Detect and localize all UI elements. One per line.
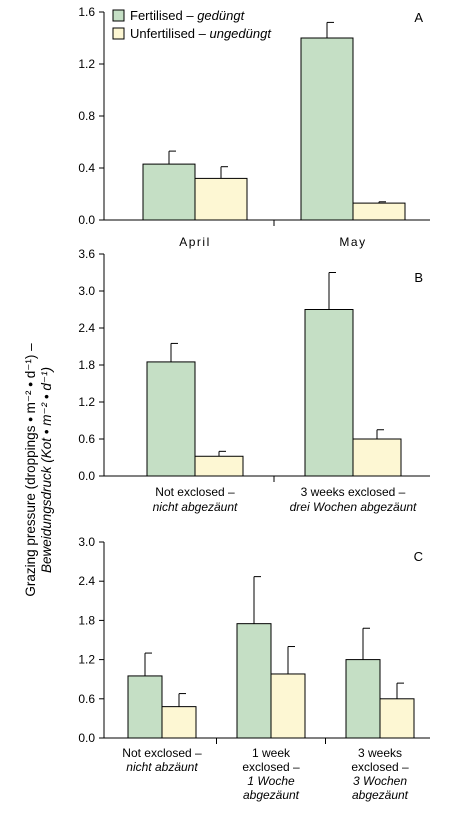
chart-panels: 0.0 0.4 0.8 1.2 1.6 April May A 0.0 0.6 1.2 1.8 2.4 3… bbox=[78, 5, 430, 802]
panel-a: 0.0 0.4 0.8 1.2 1.6 April May A bbox=[78, 5, 430, 249]
panel-c: 0.0 0.6 1.2 1.8 2.4 3.0 Not exclosed –nicht ab… bbox=[78, 535, 430, 802]
y-axis-label-line2: Beweidungsdruck (Kot • m⁻² • d⁻¹) bbox=[39, 367, 54, 573]
legend-swatch bbox=[112, 9, 125, 22]
y-tick-label: 3.6 bbox=[78, 247, 95, 261]
bar-unfertilised bbox=[352, 438, 402, 477]
legend: Fertilised – gedüngt Unfertilised – unged… bbox=[112, 8, 272, 41]
y-tick-label: 1.2 bbox=[78, 395, 95, 409]
x-category-label: 1 Woche bbox=[247, 774, 295, 788]
y-tick-label: 0.4 bbox=[78, 161, 95, 175]
bar-unfertilised bbox=[194, 177, 248, 221]
bar-unfertilised bbox=[194, 455, 244, 477]
y-tick-label: 0.0 bbox=[78, 731, 95, 745]
y-axis-label-line1: Grazing pressure (droppings • m⁻² • d⁻¹)… bbox=[23, 343, 38, 597]
panel-letter: C bbox=[414, 549, 423, 564]
y-tick-label: 2.4 bbox=[78, 321, 95, 335]
y-tick-label: 0.0 bbox=[78, 213, 95, 227]
legend-label: Unfertilised – ungedüngt bbox=[130, 26, 272, 41]
legend-label: Fertilised – gedüngt bbox=[130, 8, 246, 23]
y-tick-label: 0.0 bbox=[78, 469, 95, 483]
y-tick-label: 1.2 bbox=[78, 653, 95, 667]
x-category-label: 3 weeks bbox=[358, 746, 402, 760]
bar-fertilised bbox=[304, 309, 354, 477]
bar-fertilised bbox=[146, 361, 196, 477]
y-tick-label: 1.8 bbox=[78, 358, 95, 372]
x-category-label: exclosed – bbox=[351, 760, 409, 774]
y-tick-label: 3.0 bbox=[78, 535, 95, 549]
y-tick-label: 0.6 bbox=[78, 432, 95, 446]
legend-label-italic: ungedüngt bbox=[209, 26, 272, 41]
bar-fertilised bbox=[236, 623, 272, 739]
bar-unfertilised bbox=[270, 673, 306, 739]
x-category-label: nicht abzäunt bbox=[126, 760, 198, 774]
x-category-label: 3 Wochen bbox=[353, 774, 407, 788]
panel-letter: B bbox=[414, 270, 423, 285]
bar-fertilised bbox=[127, 675, 163, 739]
x-category-label: drei Wochen abgezäunt bbox=[290, 500, 417, 514]
legend-label-italic: gedüngt bbox=[197, 8, 245, 23]
x-category-label: Not exclosed – bbox=[155, 485, 235, 499]
x-category-label: May bbox=[339, 235, 366, 249]
bar-fertilised bbox=[345, 659, 381, 739]
bar-unfertilised bbox=[161, 706, 197, 739]
x-category-label: abgezäunt bbox=[243, 788, 300, 802]
y-axis-label: Grazing pressure (droppings • m⁻² • d⁻¹)… bbox=[23, 343, 54, 597]
x-category-label: 1 week bbox=[252, 746, 291, 760]
panel-letter: A bbox=[414, 10, 423, 25]
x-category-label: exclosed – bbox=[242, 760, 300, 774]
legend-swatch bbox=[112, 27, 125, 40]
y-tick-label: 0.6 bbox=[78, 692, 95, 706]
x-category-label: nicht abgezäunt bbox=[153, 500, 238, 514]
legend-label-main: Fertilised – bbox=[130, 8, 197, 23]
y-tick-label: 3.0 bbox=[78, 284, 95, 298]
legend-label-main: Unfertilised – bbox=[130, 26, 209, 41]
y-tick-label: 2.4 bbox=[78, 574, 95, 588]
bar-fertilised bbox=[300, 37, 354, 221]
x-category-label: Not exclosed – bbox=[122, 746, 202, 760]
y-tick-label: 1.2 bbox=[78, 57, 95, 71]
bar-unfertilised bbox=[379, 698, 415, 739]
y-tick-label: 0.8 bbox=[78, 109, 95, 123]
x-category-label: April bbox=[179, 235, 211, 249]
x-category-label: 3 weeks exclosed – bbox=[301, 485, 406, 499]
bar-unfertilised bbox=[352, 202, 406, 221]
panel-b: 0.0 0.6 1.2 1.8 2.4 3.0 3.6 Not exclosed –nicht… bbox=[78, 247, 430, 514]
y-tick-label: 1.8 bbox=[78, 613, 95, 627]
bar-fertilised bbox=[142, 163, 196, 221]
y-tick-label: 1.6 bbox=[78, 5, 95, 19]
x-category-label: abgezäunt bbox=[352, 788, 409, 802]
